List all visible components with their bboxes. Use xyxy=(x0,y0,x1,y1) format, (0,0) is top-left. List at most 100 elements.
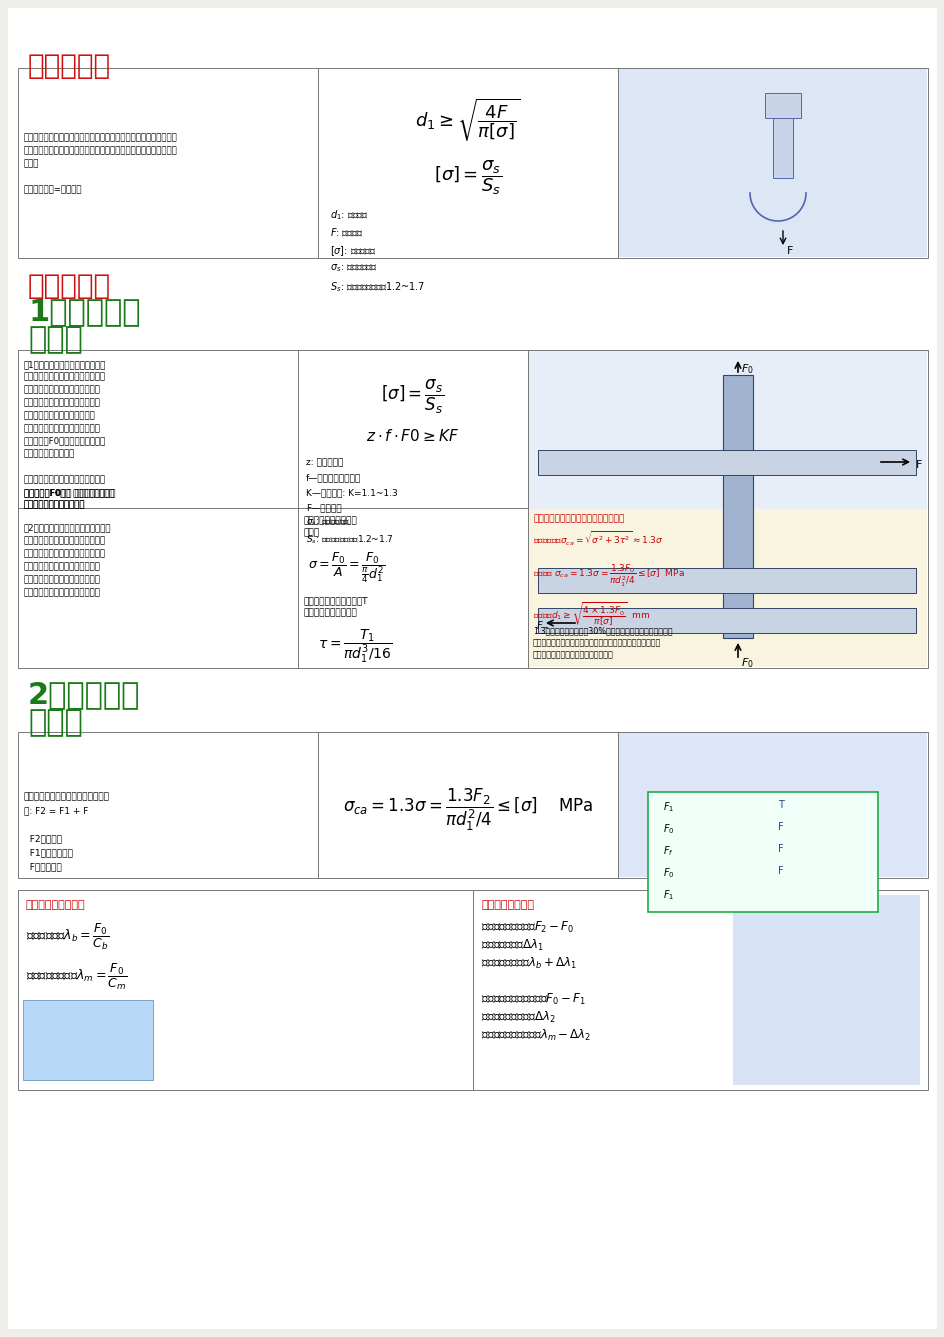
Text: ，因此进行强度计算时，应综合考: ，因此进行强度计算时，应综合考 xyxy=(24,575,101,584)
Text: F: F xyxy=(777,822,783,832)
Text: 的预紧力为F0，则 结合面间的摩擦力: 的预紧力为F0，则 结合面间的摩擦力 xyxy=(24,488,114,497)
Text: $[\sigma] = \dfrac{\sigma_s}{S_s}$: $[\sigma] = \dfrac{\sigma_s}{S_s}$ xyxy=(381,378,444,416)
Text: （1）当紧螺栓联接件承受横向载荷: （1）当紧螺栓联接件承受横向载荷 xyxy=(24,360,107,369)
Text: F: F xyxy=(777,866,783,876)
Text: 被连接件缩短减量：$\Delta\lambda_2$: 被连接件缩短减量：$\Delta\lambda_2$ xyxy=(480,1009,555,1025)
Bar xyxy=(617,68,927,258)
Bar xyxy=(529,352,926,667)
Text: $\sigma_s$: 螺栓屈服强度: $\sigma_s$: 螺栓屈服强度 xyxy=(329,262,378,274)
Text: 受力，这种连接主要用于起重吊钩、主要用于吊件、起重吊钩等连接: 受力，这种连接主要用于起重吊钩、主要用于吊件、起重吊钩等连接 xyxy=(24,146,177,155)
Text: $F_0$: $F_0$ xyxy=(740,362,753,376)
Bar xyxy=(617,731,927,878)
Text: 与预向外载荷平衡的条件是: 与预向外载荷平衡的条件是 xyxy=(24,501,85,509)
Text: F1：预紧拉紧力: F1：预紧拉紧力 xyxy=(24,848,73,857)
Text: 被连接件缩短量：$\lambda_m = \dfrac{F_0}{C_m}$: 被连接件缩短量：$\lambda_m = \dfrac{F_0}{C_m}$ xyxy=(26,963,127,992)
Text: $F$: 螺栓拉力: $F$: 螺栓拉力 xyxy=(329,226,363,238)
Text: K—可靠系数: K=1.1~1.3: K—可靠系数: K=1.1~1.3 xyxy=(306,488,397,497)
Bar xyxy=(18,731,318,878)
Text: 强度条件 $\sigma_{ca}=1.3\sigma=\dfrac{1.3F_0}{\pi d_1^2/4}\leq[\sigma]$  MPa: 强度条件 $\sigma_{ca}=1.3\sigma=\dfrac{1.3F_… xyxy=(532,563,684,590)
Text: $F_f$: $F_f$ xyxy=(663,844,673,858)
Bar xyxy=(318,731,617,878)
Bar xyxy=(537,608,915,632)
Text: $\sigma_{ca} = 1.3\sigma = \dfrac{1.3F_2}{\pi d_1^2/4} \leq [\sigma]$    MPa: $\sigma_{ca} = 1.3\sigma = \dfrac{1.3F_2… xyxy=(343,787,593,833)
Text: 1、受横向工: 1、受横向工 xyxy=(28,297,141,326)
Bar xyxy=(722,374,752,638)
Text: 假设为保证接合面不产生滑移所需要: 假设为保证接合面不产生滑移所需要 xyxy=(24,475,106,484)
Text: 图），适当螺栓仅承受预紧力的作: 图），适当螺栓仅承受预紧力的作 xyxy=(24,398,101,408)
Bar xyxy=(618,70,926,257)
Bar xyxy=(473,890,927,1090)
Text: 处于拉伸与扭转两复合应力状态下: 处于拉伸与扭转两复合应力状态下 xyxy=(24,562,101,571)
Text: 2、受轴向工: 2、受轴向工 xyxy=(28,681,141,709)
Text: 方式。: 方式。 xyxy=(24,159,40,168)
Text: 预紧螺栓时由螺纹收力矩T: 预紧螺栓时由螺纹收力矩T xyxy=(304,596,368,606)
Text: 1.3：系数将外部所提高30%，以考虑螺纹力矩对螺栓强度及: 1.3：系数将外部所提高30%，以考虑螺纹力矩对螺栓强度及 xyxy=(532,626,672,635)
Text: F2：总拉力: F2：总拉力 xyxy=(24,834,62,844)
Bar xyxy=(18,68,318,258)
Text: 松螺栓连接: 松螺栓连接 xyxy=(28,52,111,80)
Text: $[\sigma]$: 许用拉应力: $[\sigma]$: 许用拉应力 xyxy=(329,243,377,258)
Text: 被连接件总的压缩量：$\lambda_m - \Delta\lambda_2$: 被连接件总的压缩量：$\lambda_m - \Delta\lambda_2$ xyxy=(480,1028,591,1043)
Text: $F_1$: $F_1$ xyxy=(663,800,673,814)
Bar xyxy=(18,890,473,1090)
Text: 大简化了计算步骤，故又称简化计算法: 大简化了计算步骤，故又称简化计算法 xyxy=(532,650,613,659)
Text: F：工作载荷: F：工作载荷 xyxy=(24,862,61,870)
Text: $S_s$: 安全系数，一般取1.2~1.7: $S_s$: 安全系数，一般取1.2~1.7 xyxy=(329,279,424,294)
Text: 受轴向工作载荷时，螺栓所受的总拉: 受轴向工作载荷时，螺栓所受的总拉 xyxy=(24,792,110,801)
Text: T: T xyxy=(777,800,783,810)
Text: （2）螺栓处受预紧力拧紧时所产生拉: （2）螺栓处受预紧力拧紧时所产生拉 xyxy=(24,523,111,532)
Text: 紧螺栓连接: 紧螺栓连接 xyxy=(28,271,111,299)
Text: 间产生摩擦力来抵抗工作载荷（如: 间产生摩擦力来抵抗工作载荷（如 xyxy=(24,385,101,394)
Text: 的预紧力为F0，则 结合面间的摩擦力: 的预紧力为F0，则 结合面间的摩擦力 xyxy=(24,488,115,497)
Bar xyxy=(765,94,801,118)
Text: $\sigma = \dfrac{F_0}{A} = \dfrac{F_0}{\frac{\pi}{4}d_1^2}$: $\sigma = \dfrac{F_0}{A} = \dfrac{F_0}{\… xyxy=(308,550,385,584)
Text: 松、组联合用时，校算当量强度变化：: 松、组联合用时，校算当量强度变化： xyxy=(533,513,625,523)
Text: $d_1$: 螺纹小径: $d_1$: 螺纹小径 xyxy=(329,209,368,222)
Bar xyxy=(23,1000,153,1080)
Text: 虑拉伸应力和扭转切应力的作用。: 虑拉伸应力和扭转切应力的作用。 xyxy=(24,588,101,598)
Text: 螺栓总的伸长量：$\lambda_b + \Delta\lambda_1$: 螺栓总的伸长量：$\lambda_b + \Delta\lambda_1$ xyxy=(480,956,576,971)
Text: $[\sigma] = \dfrac{\sigma_s}{S_s}$: $[\sigma] = \dfrac{\sigma_s}{S_s}$ xyxy=(433,158,501,197)
Text: $S_s$: 安全系数，一般取1.2~1.7: $S_s$: 安全系数，一般取1.2~1.7 xyxy=(306,533,393,545)
Text: 与预向外载荷平衡的条件是: 与预向外载荷平衡的条件是 xyxy=(24,501,85,509)
Bar xyxy=(537,451,915,475)
Bar xyxy=(648,792,877,912)
Text: 力: F2 = F1 + F: 力: F2 = F1 + F xyxy=(24,806,89,816)
Text: 响，连接件受工作载荷前仍保持不: 响，连接件受工作载荷前仍保持不 xyxy=(24,424,101,433)
Text: 为螺栓应力：$\sigma_{ca}=\sqrt{\sigma^2+3\tau^2}\approx1.3\sigma$: 为螺栓应力：$\sigma_{ca}=\sqrt{\sigma^2+3\tau^… xyxy=(532,529,663,548)
Text: 作载荷: 作载荷 xyxy=(28,325,83,354)
Bar xyxy=(318,68,617,258)
Text: $F_1$: $F_1$ xyxy=(663,888,673,901)
Text: 未承受工作载荷时：: 未承受工作载荷时： xyxy=(26,900,86,910)
Text: 用，而且预紧力不受工作载荷影: 用，而且预紧力不受工作载荷影 xyxy=(24,412,95,420)
Text: 作载荷: 作载荷 xyxy=(28,709,83,737)
Text: 螺栓所受拉力=工作载荷: 螺栓所受拉力=工作载荷 xyxy=(24,185,82,194)
Bar xyxy=(733,894,919,1086)
Text: 产生的扭转剪切应力：: 产生的扭转剪切应力： xyxy=(304,608,358,616)
Text: F: F xyxy=(915,460,921,471)
Text: f—结合面的摩擦系数: f—结合面的摩擦系数 xyxy=(306,473,361,483)
Text: $\tau = \dfrac{T_1}{\pi d_1^3/16}$: $\tau = \dfrac{T_1}{\pi d_1^3/16}$ xyxy=(318,628,392,666)
Text: 拧紧影响。这样把拉扭复合应力状态化简为纯拉伸来处理，大: 拧紧影响。这样把拉扭复合应力状态化简为纯拉伸来处理，大 xyxy=(532,638,661,647)
Text: $d_1 \geq \sqrt{\dfrac{4F}{\pi[\sigma]}}$: $d_1 \geq \sqrt{\dfrac{4F}{\pi[\sigma]}}… xyxy=(414,96,520,143)
Text: F—横向载荷: F—横向载荷 xyxy=(306,503,342,512)
Text: 时，由于预紧力的作用，将法兰合面: 时，由于预紧力的作用，将法兰合面 xyxy=(24,373,106,382)
Text: 伸应力外，还受拧紧螺纹时，因螺纹: 伸应力外，还受拧紧螺纹时，因螺纹 xyxy=(24,536,106,545)
Text: 力为：: 力为： xyxy=(304,528,320,537)
Bar xyxy=(529,509,926,667)
Bar xyxy=(537,568,915,594)
Text: F: F xyxy=(786,246,793,255)
Text: 松螺栓连接被连接件与螺母不需拧紧，装出来就工作载荷之前螺栓不: 松螺栓连接被连接件与螺母不需拧紧，装出来就工作载荷之前螺栓不 xyxy=(24,132,177,142)
Bar xyxy=(618,733,926,877)
Text: $F_0$: $F_0$ xyxy=(663,866,674,880)
Text: z: 结合面数量: z: 结合面数量 xyxy=(306,459,343,467)
Text: 选计式：$d_1\geq\sqrt{\dfrac{4\times1.3F_0}{\pi[\sigma]}}$  mm: 选计式：$d_1\geq\sqrt{\dfrac{4\times1.3F_0}{… xyxy=(532,600,649,628)
Text: $F_0$: $F_0$ xyxy=(740,656,753,670)
Text: $\sigma_s$: 螺栓屈服强度: $\sigma_s$: 螺栓屈服强度 xyxy=(306,517,350,528)
Text: 螺栓所受拉力增量：$F_2 - F_0$: 螺栓所受拉力增量：$F_2 - F_0$ xyxy=(480,920,574,935)
Text: 承受工作载荷时：: 承受工作载荷时： xyxy=(480,900,533,910)
Text: 螺栓拉长增量：$\Delta\lambda_1$: 螺栓拉长增量：$\Delta\lambda_1$ xyxy=(480,939,544,953)
Text: $F_0$: $F_0$ xyxy=(663,822,674,836)
Text: 变。预紧力F0的大小，按接合面不: 变。预紧力F0的大小，按接合面不 xyxy=(24,437,106,445)
Text: 产生滑移的条件确定。: 产生滑移的条件确定。 xyxy=(24,449,76,459)
